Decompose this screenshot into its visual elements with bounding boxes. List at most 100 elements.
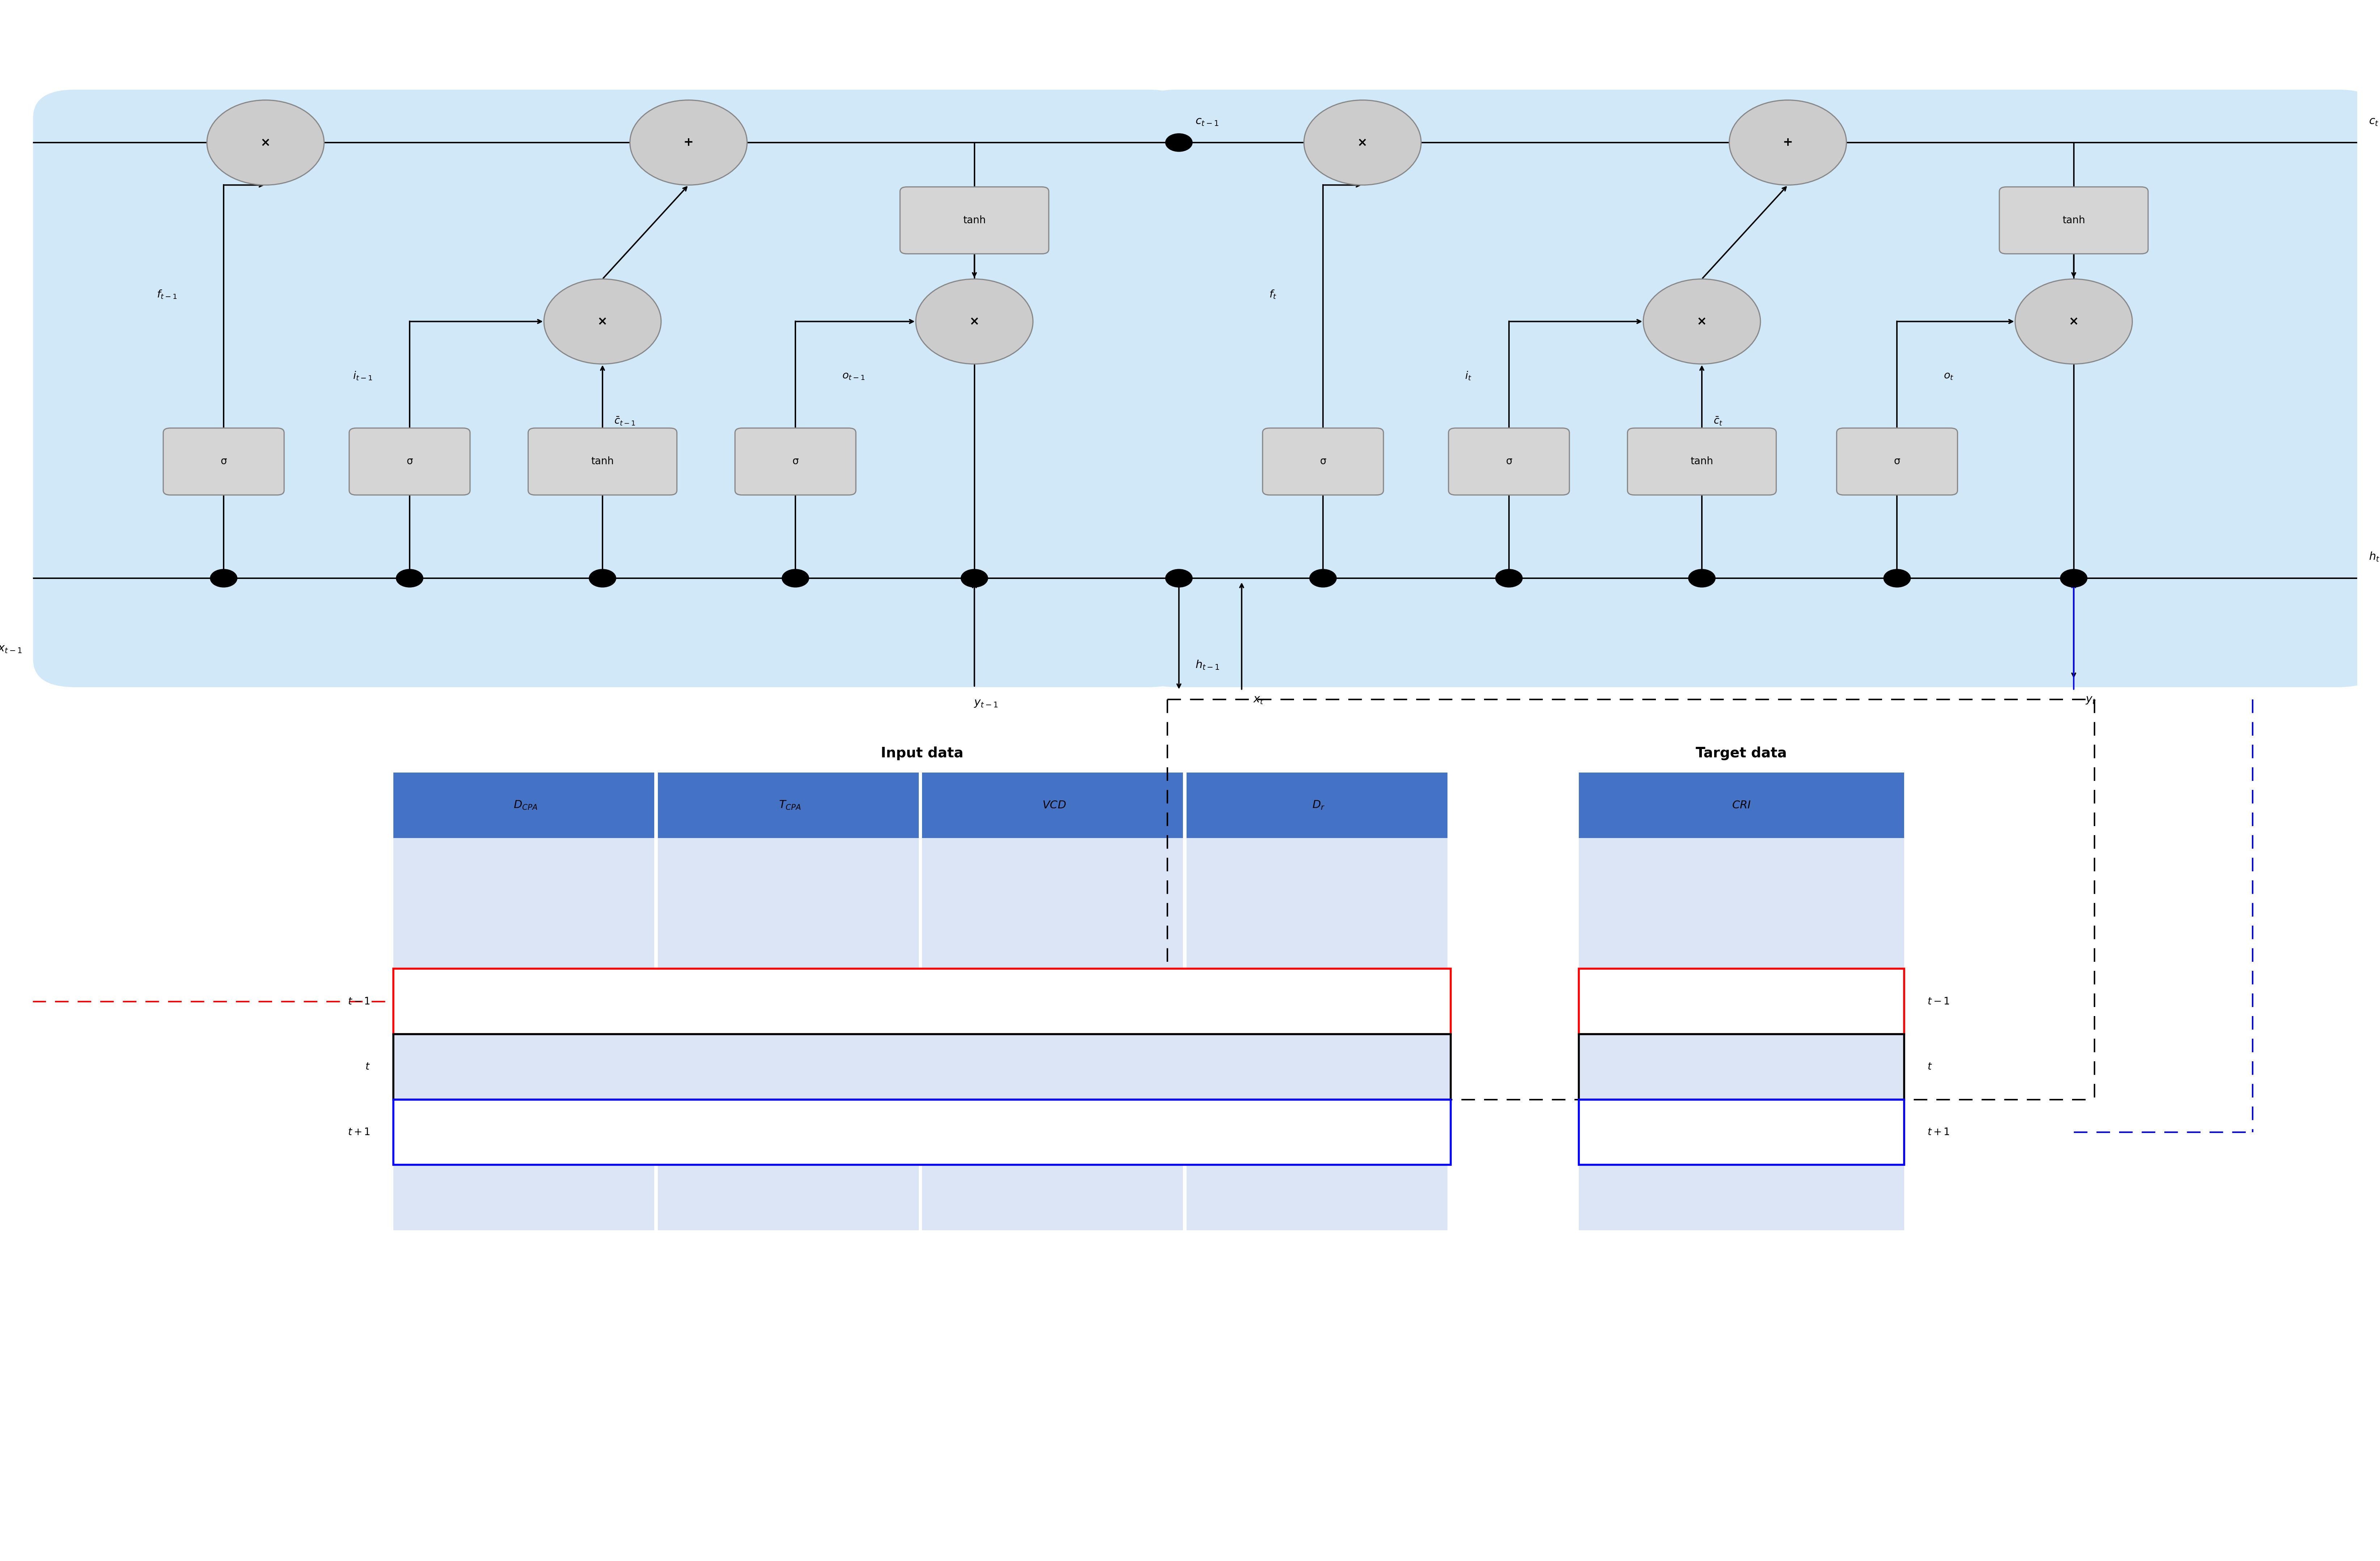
Text: $t-1$: $t-1$ — [347, 996, 371, 1007]
Text: $t$: $t$ — [1928, 1061, 1933, 1072]
Text: Input data: Input data — [881, 746, 964, 760]
Text: σ: σ — [407, 456, 412, 467]
Text: σ: σ — [221, 456, 226, 467]
Text: ×: × — [969, 315, 981, 328]
Text: $\bar{c}_{t-1}$: $\bar{c}_{t-1}$ — [614, 415, 635, 426]
Text: ×: × — [597, 315, 607, 328]
Circle shape — [1687, 570, 1716, 587]
Bar — [1578, 1165, 1904, 1230]
Text: $x_t$: $x_t$ — [1254, 695, 1264, 706]
Ellipse shape — [1730, 100, 1847, 186]
Text: $f_t$: $f_t$ — [1269, 289, 1276, 300]
Bar — [393, 773, 654, 838]
Text: σ: σ — [1507, 456, 1511, 467]
Text: $c_{t-1}$: $c_{t-1}$ — [1195, 117, 1219, 126]
Text: $h_{t-1}$: $h_{t-1}$ — [1195, 659, 1219, 671]
Text: σ: σ — [793, 456, 800, 467]
Circle shape — [0, 134, 24, 151]
Ellipse shape — [1642, 279, 1761, 364]
FancyBboxPatch shape — [1837, 428, 1956, 495]
Text: σ: σ — [1894, 456, 1899, 467]
FancyBboxPatch shape — [1999, 187, 2149, 254]
Bar — [393, 969, 1452, 1033]
Text: $h_t$: $h_t$ — [2368, 551, 2380, 562]
Text: ×: × — [1697, 315, 1706, 328]
Bar — [921, 1165, 1183, 1230]
FancyBboxPatch shape — [33, 89, 1190, 687]
Bar — [1578, 904, 1904, 969]
Text: tanh: tanh — [964, 215, 985, 225]
Bar — [657, 773, 919, 838]
Bar — [921, 838, 1183, 904]
Bar — [921, 904, 1183, 969]
Text: tanh: tanh — [590, 456, 614, 467]
Circle shape — [209, 570, 238, 587]
Text: +: + — [683, 136, 693, 148]
Text: ×: × — [1357, 136, 1368, 148]
Text: σ: σ — [1321, 456, 1326, 467]
Circle shape — [1883, 570, 1911, 587]
Text: $t-1$: $t-1$ — [1928, 996, 1949, 1007]
FancyBboxPatch shape — [350, 428, 469, 495]
Bar — [1188, 1165, 1447, 1230]
FancyBboxPatch shape — [735, 428, 857, 495]
Bar — [1578, 969, 1904, 1033]
Bar — [1578, 1033, 1904, 1099]
FancyBboxPatch shape — [528, 428, 676, 495]
Bar — [657, 838, 919, 904]
Text: $T_{CPA}$: $T_{CPA}$ — [778, 799, 802, 812]
Circle shape — [2061, 570, 2087, 587]
FancyBboxPatch shape — [1261, 428, 1383, 495]
Text: $CRI$: $CRI$ — [1733, 801, 1752, 810]
Text: $t$: $t$ — [364, 1061, 371, 1072]
FancyBboxPatch shape — [900, 187, 1050, 254]
Bar — [1578, 1099, 1904, 1165]
Text: ×: × — [259, 136, 271, 148]
Bar — [921, 773, 1183, 838]
Ellipse shape — [631, 100, 747, 186]
Text: $y_{t-1}$: $y_{t-1}$ — [973, 698, 997, 709]
Bar — [657, 1165, 919, 1230]
Ellipse shape — [1304, 100, 1421, 186]
Bar — [393, 1099, 1452, 1165]
Bar — [657, 904, 919, 969]
Text: tanh: tanh — [2063, 215, 2085, 225]
Bar — [1578, 838, 1904, 904]
Text: $\bar{c}_t$: $\bar{c}_t$ — [1714, 415, 1723, 426]
Bar — [1578, 773, 1904, 838]
Bar — [1188, 773, 1447, 838]
Text: $i_{t-1}$: $i_{t-1}$ — [352, 370, 371, 381]
Text: $VCD$: $VCD$ — [1042, 801, 1066, 810]
Bar — [1188, 838, 1447, 904]
Bar — [393, 904, 654, 969]
Text: $c_t$: $c_t$ — [2368, 117, 2380, 126]
Ellipse shape — [916, 279, 1033, 364]
Text: ×: × — [2068, 315, 2078, 328]
Circle shape — [588, 570, 616, 587]
FancyBboxPatch shape — [164, 428, 283, 495]
Bar — [393, 838, 654, 904]
Circle shape — [0, 570, 24, 587]
Text: $y_t$: $y_t$ — [2085, 695, 2097, 706]
Circle shape — [395, 570, 424, 587]
Text: $t+1$: $t+1$ — [347, 1127, 371, 1138]
FancyBboxPatch shape — [1135, 89, 2380, 687]
FancyBboxPatch shape — [1449, 428, 1568, 495]
Text: $D_{CPA}$: $D_{CPA}$ — [514, 799, 538, 812]
Text: $i_t$: $i_t$ — [1466, 370, 1471, 381]
Text: Target data: Target data — [1697, 746, 1787, 760]
Ellipse shape — [207, 100, 324, 186]
Circle shape — [783, 570, 809, 587]
Text: $f_{t-1}$: $f_{t-1}$ — [157, 289, 176, 300]
Text: tanh: tanh — [1690, 456, 1714, 467]
Circle shape — [1309, 570, 1338, 587]
Ellipse shape — [2016, 279, 2132, 364]
Circle shape — [1166, 134, 1192, 151]
Text: $o_{t-1}$: $o_{t-1}$ — [843, 372, 864, 381]
Circle shape — [1495, 570, 1523, 587]
Bar — [1188, 904, 1447, 969]
Circle shape — [962, 570, 988, 587]
Text: $D_r$: $D_r$ — [1311, 799, 1326, 812]
Ellipse shape — [545, 279, 662, 364]
Text: $x_{t-1}$: $x_{t-1}$ — [0, 643, 21, 654]
